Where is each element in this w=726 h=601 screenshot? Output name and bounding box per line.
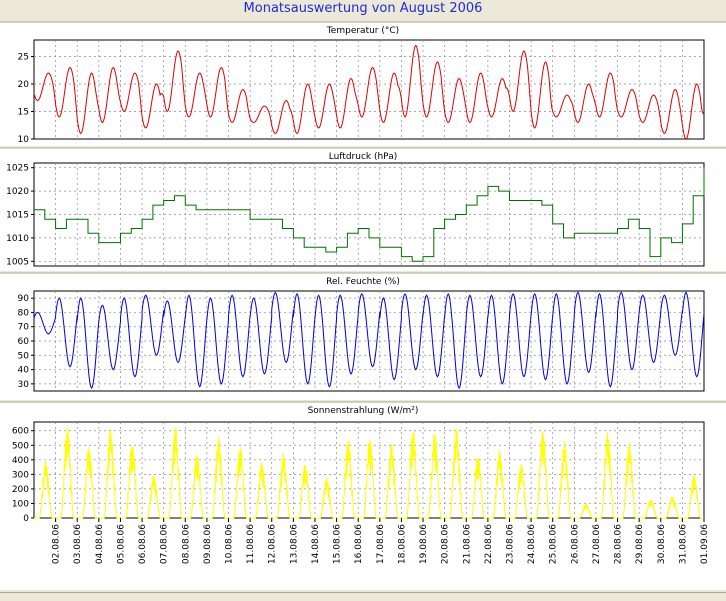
- chart-panel-4: Sonnenstrahlung (W/m²) 0 100 200 300 400 500 60…: [0, 401, 726, 590]
- x-tick-label: 22.08.06: [484, 524, 494, 564]
- x-tick-label: 14.08.06: [311, 524, 321, 564]
- y-tick-label: 1005: [6, 257, 29, 267]
- x-tick-label: 28.08.06: [614, 524, 624, 564]
- y-tick-label: 20: [18, 80, 30, 90]
- x-tick-label: 26.08.06: [570, 524, 580, 564]
- x-tick-label: 11.08.06: [246, 524, 256, 564]
- y-tick-label: 1025: [6, 164, 29, 174]
- chart-title: Monatsauswertung von August 2006: [243, 1, 483, 16]
- series-line: [34, 426, 704, 519]
- x-tick-label: 21.08.06: [462, 524, 472, 564]
- x-tick-label: 19.08.06: [419, 524, 429, 564]
- y-tick-label: 40: [18, 366, 30, 376]
- chart-panel-2: Luftdruck (hPa) 1005 1010 1015 1020 1025: [0, 147, 726, 271]
- y-tick-label: 80: [18, 308, 30, 318]
- y-tick-label: 1020: [6, 187, 29, 197]
- y-tick-label: 200: [12, 485, 29, 495]
- series-line: [34, 167, 705, 262]
- y-tick-label: 50: [18, 351, 30, 361]
- panel-title: Rel. Feuchte (%): [326, 277, 400, 287]
- y-tick-label: 0: [23, 514, 29, 524]
- x-tick-label: 20.08.06: [441, 524, 451, 564]
- x-tick-label: 09.08.06: [203, 524, 213, 564]
- x-tick-label: 07.08.06: [160, 524, 170, 564]
- x-tick-label: 27.08.06: [592, 524, 602, 564]
- x-tick-label: 16.08.06: [354, 524, 364, 564]
- y-tick-label: 300: [12, 470, 29, 480]
- x-tick-label: 23.08.06: [505, 524, 515, 564]
- x-tick-label: 05.08.06: [116, 524, 126, 564]
- series-line: [33, 44, 705, 140]
- x-tick-label: 10.08.06: [225, 524, 235, 564]
- x-tick-label: 18.08.06: [397, 524, 407, 564]
- y-tick-label: 15: [18, 108, 29, 118]
- x-tick-label: 04.08.06: [95, 524, 105, 564]
- y-tick-label: 100: [12, 499, 29, 509]
- chart-panel-3: Rel. Feuchte (%) 30 40 50 60 70 80 90: [0, 272, 726, 400]
- y-tick-label: 400: [12, 456, 29, 466]
- y-tick-label: 30: [18, 380, 30, 390]
- y-tick-label: 90: [18, 294, 30, 304]
- x-tick-label: 06.08.06: [138, 524, 148, 564]
- y-tick-label: 1015: [6, 211, 29, 221]
- y-tick-label: 500: [12, 441, 29, 451]
- y-tick-label: 10: [18, 135, 30, 145]
- panel-title: Sonnenstrahlung (W/m²): [308, 406, 419, 416]
- plot-area: [33, 39, 705, 140]
- y-tick-label: 600: [12, 427, 29, 437]
- panel-title: Luftdruck (hPa): [329, 152, 398, 162]
- x-tick-label: 29.08.06: [635, 524, 645, 564]
- plot-area: [33, 421, 705, 519]
- status-bar: [0, 592, 726, 601]
- x-tick-label: 25.08.06: [549, 524, 559, 564]
- x-tick-label: 15.08.06: [333, 524, 343, 564]
- x-tick-label: 03.08.06: [73, 524, 83, 564]
- x-tick-label: 17.08.06: [376, 524, 386, 564]
- x-tick-label: 30.08.06: [657, 524, 667, 564]
- chart-panel-1: Temperatur (°C) 10 15 20 25: [0, 21, 726, 146]
- x-tick-label: 13.08.06: [289, 524, 299, 564]
- y-tick-label: 25: [18, 53, 29, 63]
- series-line: [33, 291, 705, 390]
- x-tick-label: 01.09.06: [700, 524, 710, 564]
- y-tick-label: 1010: [6, 234, 29, 244]
- panel-title: Temperatur (°C): [326, 26, 399, 36]
- x-tick-label: 24.08.06: [527, 524, 537, 564]
- x-tick-label: 31.08.06: [678, 524, 688, 564]
- x-tick-label: 12.08.06: [268, 524, 278, 564]
- x-tick-label: 02.08.06: [52, 524, 62, 564]
- x-tick-label: 08.08.06: [181, 524, 191, 564]
- y-tick-label: 60: [18, 337, 30, 347]
- y-tick-label: 70: [18, 323, 30, 333]
